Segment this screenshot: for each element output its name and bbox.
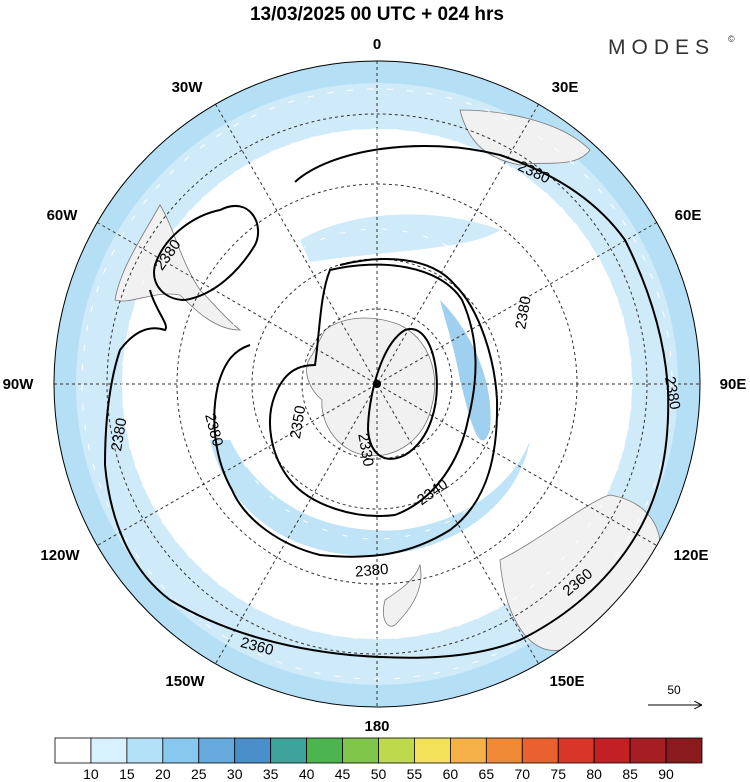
colorbar-tick-label: 15 — [119, 766, 135, 782]
antarctica — [306, 317, 435, 457]
colorbar-swatch — [126, 737, 164, 764]
wind-patch-north — [300, 214, 500, 262]
colorbar-swatch — [414, 737, 451, 764]
colorbar-tick-label: 80 — [586, 766, 602, 782]
wind-max — [440, 300, 491, 441]
colorbar-swatch — [198, 737, 236, 764]
colorbar-tick-label: 30 — [227, 766, 243, 782]
colorbar-tick-label: 65 — [479, 766, 495, 782]
colorbar-swatch — [90, 737, 128, 764]
lon-label-150w: 150W — [165, 673, 205, 690]
south-america — [114, 204, 242, 331]
colorbar-swatch — [593, 737, 631, 764]
lon-label-30w: 30W — [172, 79, 204, 96]
contour-label: 2330 — [354, 432, 377, 468]
contour-label: 2380 — [354, 561, 389, 581]
colorbar-swatch — [557, 737, 595, 764]
colorbar-tick-label: 90 — [658, 766, 674, 782]
reference-vector-label: 50 — [667, 683, 681, 697]
colorbar-tick-label: 20 — [155, 766, 171, 782]
contours — [103, 145, 670, 659]
lon-label-90w: 90W — [3, 376, 35, 393]
wind-band-edge — [54, 61, 700, 707]
wind-vectors — [81, 88, 673, 680]
colorbar-tick-label: 40 — [299, 766, 315, 782]
colorbar-tick-label: 70 — [514, 766, 530, 782]
colorbar-swatch — [665, 737, 703, 764]
contour-label: 2380 — [108, 417, 131, 453]
colorbar-tick-label: 35 — [263, 766, 279, 782]
south-pole-marker — [373, 380, 381, 388]
lon-label-150e: 150E — [549, 673, 584, 690]
brand-logo: MODES — [608, 36, 715, 59]
colorbar-ticks: 10 15 20 25 30 35 40 45 50 55 60 65 70 75 80 85 90 — [83, 766, 674, 782]
colorbar — [54, 737, 703, 764]
colorbar-swatch — [234, 737, 272, 764]
lon-label-60w: 60W — [47, 207, 79, 224]
contour-label: 2380 — [512, 295, 535, 331]
lon-label-30e: 30E — [552, 79, 579, 96]
colorbar-tick-label: 55 — [407, 766, 423, 782]
colorbar-swatch — [378, 737, 415, 764]
longitude-labels: 0 30E 60E 90E 120E 150E 180 150W 120W 90… — [3, 36, 747, 735]
lon-label-60e: 60E — [675, 207, 702, 224]
colorbar-swatch — [162, 737, 200, 764]
lon-label-120w: 120W — [40, 547, 80, 564]
lon-label-120e: 120E — [673, 547, 708, 564]
map-border — [53, 60, 701, 708]
contour-label: 2350 — [287, 404, 310, 440]
colorbar-tick-label: 50 — [371, 766, 387, 782]
contour-labels: 2380 2380 2380 2380 2380 2380 2380 2360 … — [108, 158, 683, 659]
lon-label-0: 0 — [373, 36, 381, 53]
colorbar-tick-label: 25 — [191, 766, 207, 782]
colorbar-swatch — [629, 737, 667, 764]
colorbar-tick-label: 75 — [550, 766, 566, 782]
brand-copyright: © — [728, 34, 735, 44]
colorbar-swatch — [270, 737, 308, 764]
lon-label-180: 180 — [364, 718, 389, 735]
colorbar-tick-label: 85 — [622, 766, 638, 782]
colorbar-tick-label: 60 — [443, 766, 459, 782]
colorbar-tick-label: 10 — [83, 766, 99, 782]
lon-label-90e: 90E — [720, 376, 747, 393]
colorbar-swatch — [54, 737, 92, 764]
map-title: 13/03/2025 00 UTC + 024 hrs — [250, 4, 504, 25]
contour-label: 2380 — [661, 375, 684, 411]
colorbar-swatch — [521, 737, 559, 764]
wind-band-inner — [210, 440, 530, 556]
colorbar-swatch — [342, 737, 379, 764]
colorbar-swatch — [306, 737, 343, 764]
colorbar-swatch — [485, 737, 523, 764]
new-zealand — [383, 563, 422, 627]
colorbar-swatch — [449, 737, 487, 764]
colorbar-tick-label: 45 — [335, 766, 351, 782]
